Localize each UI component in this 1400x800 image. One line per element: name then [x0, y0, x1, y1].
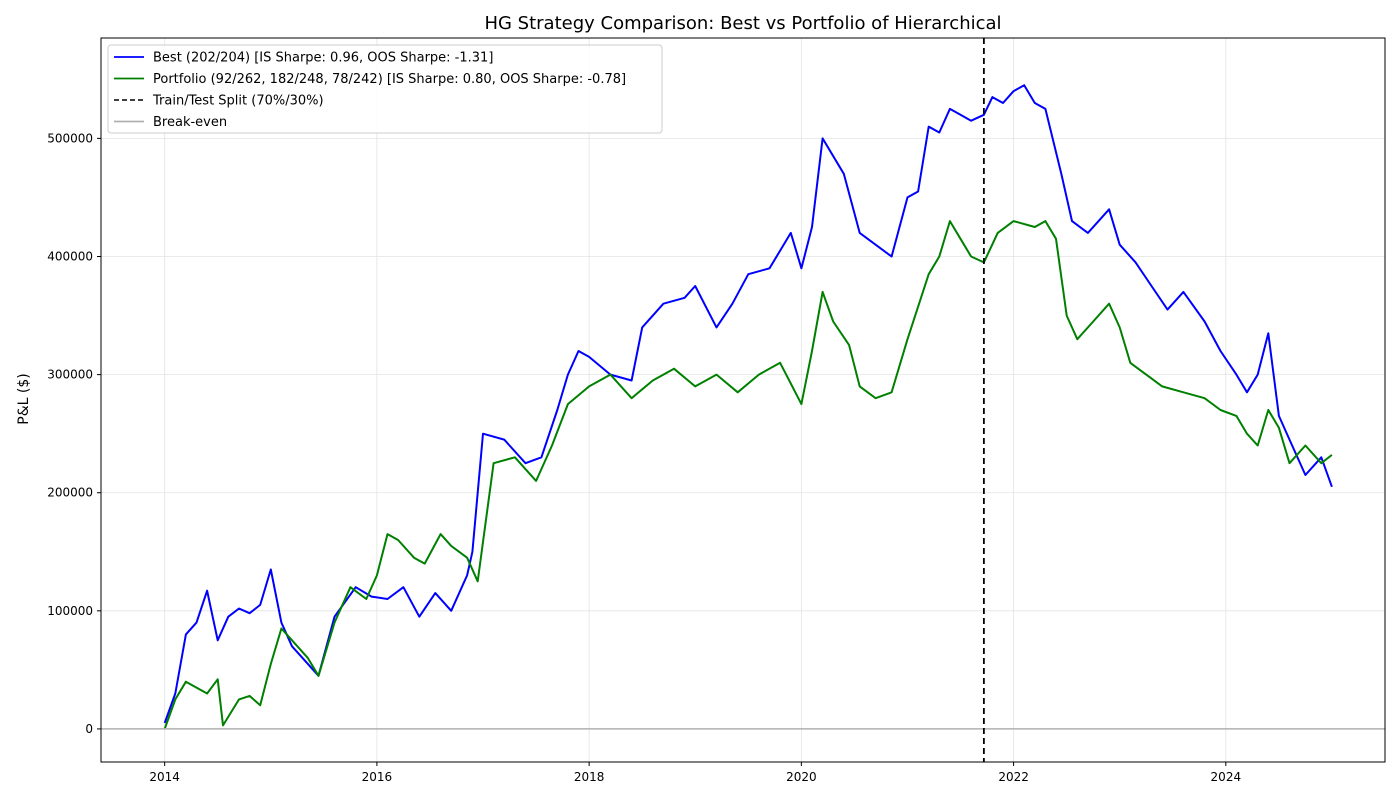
- chart-title: HG Strategy Comparison: Best vs Portfoli…: [484, 13, 1001, 34]
- legend-label: Portfolio (92/262, 182/248, 78/242) [IS …: [153, 72, 626, 87]
- legend-box: [107, 44, 663, 134]
- legend-label: Train/Test Split (70%/30%): [152, 94, 324, 109]
- series-layer: [163, 84, 1333, 730]
- x-tick-label: 2016: [362, 770, 393, 784]
- x-tick-label: 2020: [786, 770, 817, 784]
- x-tick-label: 2018: [574, 770, 605, 784]
- x-tick-label: 2022: [998, 770, 1029, 784]
- x-tick-label: 2024: [1211, 770, 1242, 784]
- legend-label: Best (202/204) [IS Sharpe: 0.96, OOS Sha…: [153, 51, 493, 66]
- y-tick-label: 0: [85, 722, 93, 736]
- legend: Best (202/204) [IS Sharpe: 0.96, OOS Sha…: [107, 44, 663, 134]
- legend-label: Break-even: [153, 115, 227, 130]
- plot-frame: [100, 37, 1386, 763]
- reference-lines: [101, 38, 1385, 762]
- x-tick-label: 2014: [149, 770, 180, 784]
- y-tick-label: 100000: [47, 604, 93, 618]
- y-axis: 0 100000 200000 300000 400000 500000: [47, 131, 101, 736]
- y-axis-title: P&L ($): [16, 373, 32, 424]
- y-tick-label: 500000: [47, 131, 93, 145]
- y-tick-label: 400000: [47, 249, 93, 263]
- series-line-portfolio: [163, 220, 1333, 730]
- y-tick-label: 200000: [47, 486, 93, 500]
- x-axis: 2014 2016 2018 2020 2022 2024: [149, 762, 1241, 784]
- y-tick-label: 300000: [47, 368, 93, 382]
